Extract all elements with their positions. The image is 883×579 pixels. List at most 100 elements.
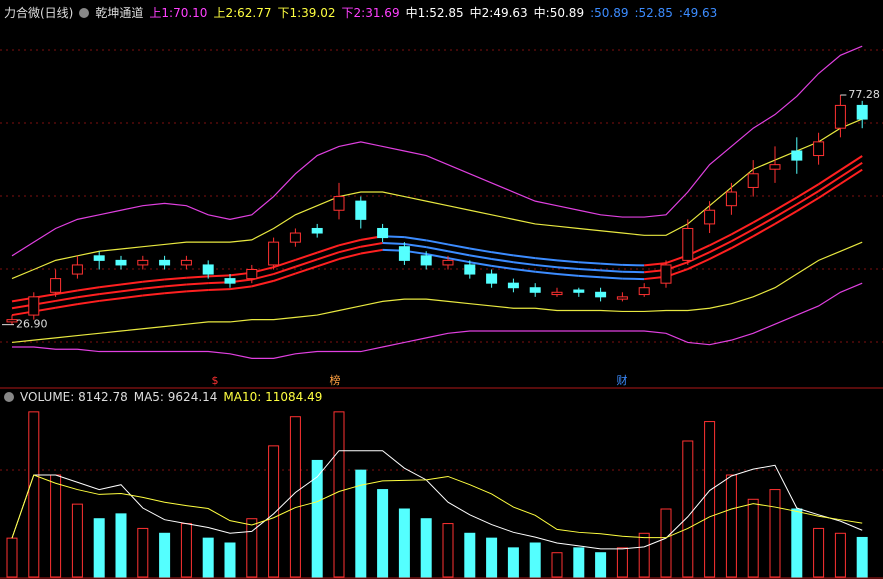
- volume-bar: [769, 489, 781, 578]
- middle-line-segment: [578, 274, 601, 279]
- candle-body: [682, 227, 694, 261]
- candle-body: [834, 104, 846, 129]
- channel-line: [12, 282, 863, 359]
- middle-line-segment: [556, 266, 579, 271]
- middle-line-segment: [709, 247, 732, 260]
- middle-line-segment: [77, 293, 100, 299]
- middle-line-segment: [796, 183, 820, 199]
- value-name: 上2:: [213, 6, 238, 20]
- middle-line-segment: [295, 265, 318, 275]
- middle-line-segment: [774, 210, 798, 225]
- middle-line-segment: [186, 289, 209, 293]
- candle-body: [202, 264, 214, 275]
- candle-body: [50, 278, 62, 293]
- candle-body: [551, 291, 563, 296]
- indicator-value: 下2:31.69: [342, 4, 400, 21]
- volume-bar: [224, 542, 236, 578]
- middle-line-segment: [709, 233, 732, 247]
- middle-line-segment: [338, 245, 362, 254]
- candle-body: [442, 259, 454, 266]
- middle-line-segment: [208, 274, 231, 278]
- indicator-value: :52.85: [634, 6, 672, 20]
- middle-line-segment: [752, 223, 776, 238]
- value-name: 中1:: [405, 6, 430, 20]
- volume-bar: [137, 527, 149, 578]
- volume-bar: [115, 513, 127, 578]
- middle-line-segment: [752, 209, 776, 224]
- channel-line: [11, 118, 863, 280]
- candle-body: [486, 273, 498, 284]
- volume-bar: [856, 536, 868, 578]
- channel-line: [11, 241, 863, 344]
- event-marker: 榜: [330, 373, 341, 387]
- volume-bar: [573, 547, 585, 578]
- volume-bar: [202, 537, 214, 578]
- indicator-value: 下1:39.02: [277, 4, 335, 21]
- middle-line-segment: [360, 242, 383, 248]
- candle-body: [93, 255, 105, 261]
- middle-line-segment: [687, 258, 711, 270]
- middle-line-segment: [578, 261, 601, 265]
- candle-body: [159, 259, 171, 266]
- middle-line-segment: [273, 258, 296, 269]
- candle-body: [246, 268, 258, 280]
- middle-line-segment: [186, 282, 209, 286]
- middle-line-segment: [338, 252, 362, 260]
- candle-body: [638, 287, 650, 296]
- middle-line-segment: [730, 221, 754, 236]
- middle-line-segment: [164, 276, 187, 281]
- value-text: 70.10: [173, 6, 208, 20]
- volume-bar: [464, 532, 476, 578]
- volume-bar: [595, 552, 607, 578]
- indicator-name: 乾坤通道: [95, 6, 144, 20]
- candle-body: [377, 227, 389, 239]
- indicator-value: 中:50.89: [534, 4, 584, 21]
- middle-line-segment: [491, 264, 514, 271]
- middle-line-segment: [426, 246, 449, 253]
- channel-line: [11, 45, 863, 257]
- volume-bar: [268, 445, 280, 578]
- middle-line-segment: [796, 190, 820, 206]
- middle-line-segment: [818, 169, 841, 186]
- middle-line-segment: [120, 280, 143, 286]
- middle-line-segment: [774, 203, 798, 218]
- middle-line-segment: [99, 297, 122, 302]
- value-name: 中2:: [469, 6, 494, 20]
- middle-line-segment: [273, 265, 296, 276]
- volume-bar: [813, 527, 825, 578]
- candle-body: [333, 196, 345, 211]
- dropdown-icon[interactable]: [4, 392, 14, 402]
- indicator-value: :50.89: [590, 6, 628, 20]
- middle-line-segment: [535, 257, 558, 262]
- value-name: 下2:: [341, 6, 366, 20]
- middle-line-segment: [295, 251, 318, 261]
- volume-bar: [6, 537, 18, 578]
- middle-line-segment: [556, 273, 579, 277]
- middle-line-segment: [600, 269, 623, 273]
- middle-line-segment: [142, 292, 165, 297]
- candle-body: [813, 141, 825, 157]
- middle-line-segment: [426, 253, 449, 260]
- volume-bar: [791, 508, 803, 578]
- middle-line-segment: [513, 261, 536, 266]
- candle-body: [595, 291, 607, 298]
- candle-body: [28, 296, 40, 316]
- middle-line-segment: [120, 287, 143, 293]
- volume-ma-line: [11, 474, 863, 539]
- middle-line-segment: [77, 286, 100, 292]
- volume-bar: [71, 503, 83, 578]
- middle-line-segment: [99, 283, 122, 289]
- middle-line-segment: [316, 244, 340, 254]
- candle-body: [660, 264, 672, 284]
- middle-line-segment: [251, 279, 274, 288]
- middle-line-segment: [447, 250, 470, 257]
- candle-body: [856, 104, 868, 120]
- dropdown-icon[interactable]: [79, 7, 90, 18]
- header: 力合微(日线) 乾坤通道 上1:70.10 上2:62.77 下1:39.02 下2:…: [4, 4, 717, 21]
- volume-bar: [747, 498, 759, 578]
- event-marker: $: [212, 374, 219, 387]
- volume-bar: [159, 532, 171, 578]
- candle-body: [355, 200, 367, 220]
- volume-bar: [289, 416, 301, 578]
